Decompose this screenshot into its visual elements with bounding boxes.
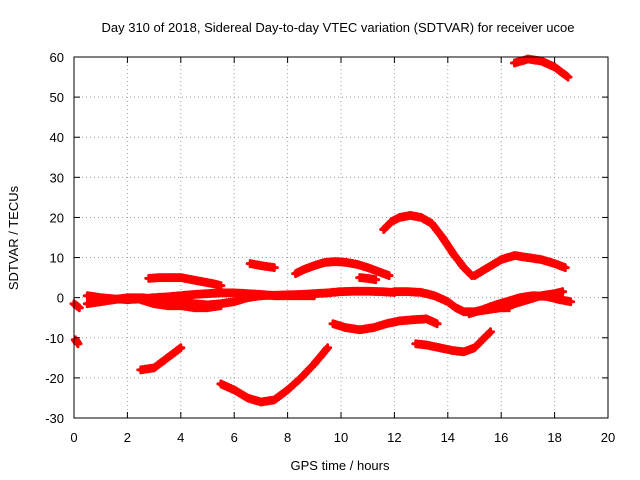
data-point-markers xyxy=(499,287,568,313)
x-tick-label: 20 xyxy=(601,430,615,445)
data-point-markers xyxy=(411,327,495,357)
data-point-markers xyxy=(70,335,83,349)
series-arc12 xyxy=(355,273,381,285)
series-arc1 xyxy=(70,335,83,349)
series-arc10 xyxy=(243,286,399,301)
series-arc6 xyxy=(144,273,226,291)
data-point-markers xyxy=(510,54,573,82)
data-point-markers xyxy=(136,295,226,313)
x-axis-label: GPS time / hours xyxy=(291,458,390,473)
x-tick-label: 8 xyxy=(284,430,291,445)
x-tick-label: 14 xyxy=(441,430,455,445)
series-arc18 xyxy=(470,251,570,281)
tick-layer: 0 2 4 6 8 10 12 14 16 18 20 -30 -20 -10 0 10 20 30 40 50 60 xyxy=(45,50,615,445)
series-layer xyxy=(69,54,576,407)
series-arc8 xyxy=(216,343,333,407)
grid-layer xyxy=(74,57,608,418)
data-point-markers xyxy=(216,343,333,407)
data-point-markers xyxy=(291,257,394,281)
chart-title: Day 310 of 2018, Sidereal Day-to-day VTE… xyxy=(101,20,574,35)
series-arc5 xyxy=(136,295,226,313)
data-point-markers xyxy=(470,251,570,281)
y-tick-label: 50 xyxy=(50,90,64,105)
y-tick-label: 30 xyxy=(50,170,64,185)
series-arc9 xyxy=(245,259,279,273)
data-point-markers xyxy=(136,343,186,375)
series-arc13 xyxy=(328,314,442,335)
x-tick-label: 18 xyxy=(547,430,561,445)
data-point-markers xyxy=(69,299,84,313)
x-tick-label: 6 xyxy=(231,430,238,445)
x-tick-label: 2 xyxy=(124,430,131,445)
series-arc7 xyxy=(136,343,186,375)
x-tick-label: 16 xyxy=(494,430,508,445)
y-tick-label: 20 xyxy=(50,210,64,225)
x-tick-label: 4 xyxy=(177,430,184,445)
series-arc14 xyxy=(379,210,477,281)
data-point-markers xyxy=(328,314,442,335)
data-point-markers xyxy=(379,210,477,281)
y-tick-label: 0 xyxy=(57,291,64,306)
x-tick-label: 10 xyxy=(334,430,348,445)
y-tick-label: 10 xyxy=(50,251,64,266)
y-tick-label: 60 xyxy=(50,50,64,65)
series-arc11 xyxy=(291,257,394,281)
data-point-markers xyxy=(355,273,381,285)
x-tick-label: 0 xyxy=(70,430,77,445)
series-arc20 xyxy=(510,54,573,82)
data-point-markers xyxy=(245,259,279,273)
series-arc16 xyxy=(411,327,495,357)
y-axis-label: SDTVAR / TECUs xyxy=(6,185,21,290)
y-tick-label: -30 xyxy=(45,411,64,426)
y-tick-label: -10 xyxy=(45,331,64,346)
series-arc19 xyxy=(499,287,568,313)
y-tick-label: 40 xyxy=(50,130,64,145)
series-arc2 xyxy=(69,299,84,313)
data-point-markers xyxy=(144,273,226,291)
y-tick-label: -20 xyxy=(45,371,64,386)
x-tick-label: 12 xyxy=(387,430,401,445)
data-point-markers xyxy=(243,286,399,301)
